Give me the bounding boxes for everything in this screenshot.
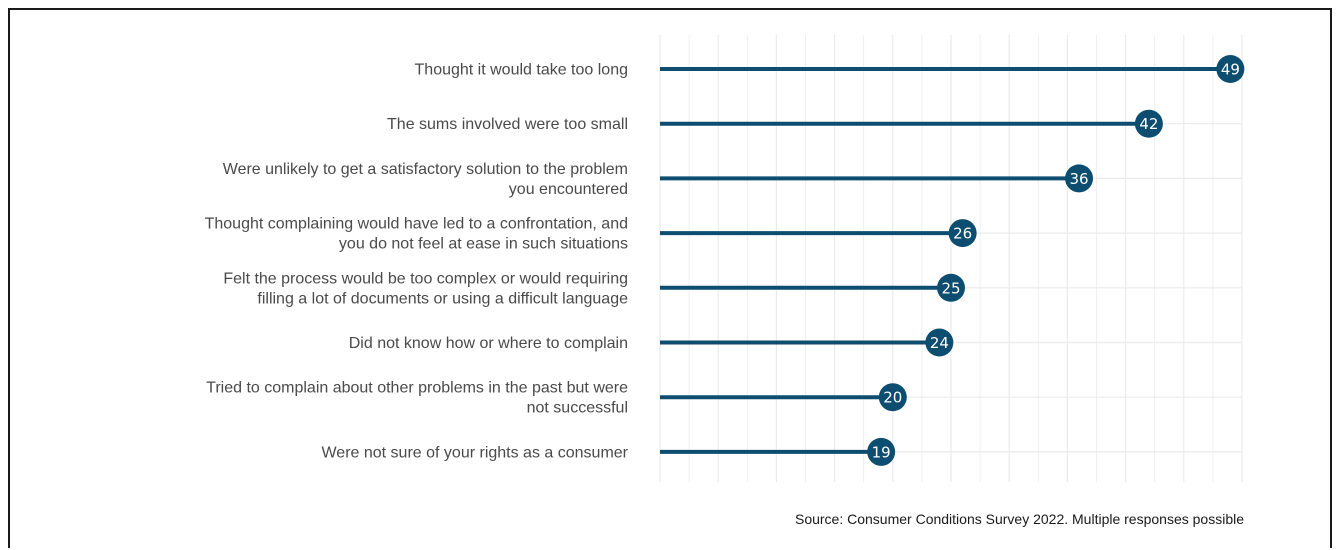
data-label: 36 — [1069, 170, 1088, 188]
data-label: 19 — [872, 443, 891, 461]
category-label: Thought complaining would have led to a … — [205, 216, 628, 233]
category-label: Tried to complain about other problems i… — [206, 380, 628, 397]
lollipop-dot — [1134, 109, 1163, 138]
category-label: not successful — [527, 400, 628, 417]
data-label: 42 — [1139, 115, 1158, 133]
data-label: 25 — [941, 279, 960, 297]
lollipop-dot — [937, 273, 965, 302]
category-label: Felt the process would be too complex or… — [223, 270, 628, 287]
category-label: filling a lot of documents or using a di… — [257, 290, 628, 307]
category-labels: Thought it would take too long The sums i… — [205, 62, 629, 462]
grid — [659, 35, 1243, 482]
data-label: 20 — [883, 389, 902, 407]
category-label: you encountered — [509, 181, 628, 198]
lollipop-dot — [878, 383, 907, 412]
lollipop-dot — [925, 328, 954, 357]
category-label: you do not feel at ease in such situatio… — [339, 236, 628, 253]
lollipop-dot — [867, 437, 896, 466]
category-label: Were not sure of your rights as a consum… — [321, 444, 628, 461]
data-label: 26 — [953, 225, 972, 243]
lollipop-dot — [1065, 164, 1094, 193]
data-label: 49 — [1221, 61, 1240, 79]
source-note: Source: Consumer Conditions Survey 2022.… — [794, 511, 1244, 527]
category-label: Were unlikely to get a satisfactory solu… — [223, 161, 628, 178]
data-label: 24 — [930, 334, 949, 352]
category-label: The sums involved were too small — [387, 116, 628, 133]
lollipop-dot — [1216, 55, 1245, 83]
lollipop-dot — [948, 219, 977, 248]
category-label: Thought it would take too long — [415, 62, 628, 79]
chart-frame — [8, 8, 1332, 548]
category-label: Did not know how or where to complain — [349, 335, 628, 352]
data-marks: 49 42 36 26 25 24 20 19 — [660, 55, 1245, 466]
